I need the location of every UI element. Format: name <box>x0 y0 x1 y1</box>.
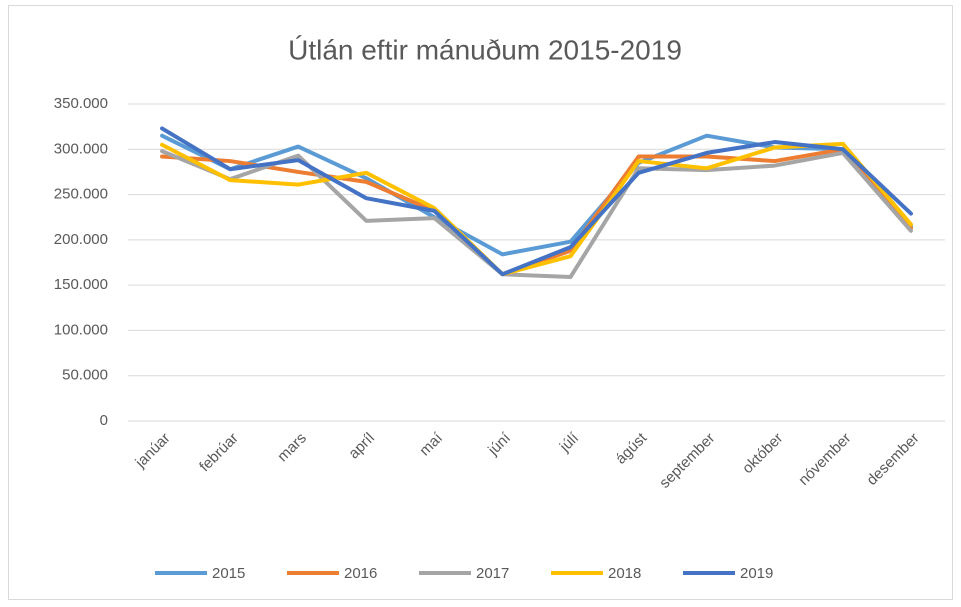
y-tick-label: 50.000 <box>62 367 108 384</box>
legend-label: 2017 <box>476 565 509 582</box>
series-line <box>160 126 913 277</box>
legend-label: 2018 <box>608 565 641 582</box>
series-line <box>160 141 913 277</box>
y-tick-label: 200.000 <box>54 231 108 248</box>
legend-label: 2019 <box>740 565 773 582</box>
chart-frame <box>8 5 953 600</box>
legend-label: 2016 <box>344 565 377 582</box>
y-tick-label: 250.000 <box>54 186 108 203</box>
y-tick-label: 350.000 <box>54 95 108 112</box>
y-tick-label: 150.000 <box>54 276 108 293</box>
chart-title: Útlán eftir mánuðum 2015-2019 <box>288 34 682 65</box>
y-tick-label: 0 <box>100 412 108 429</box>
y-tick-label: 300.000 <box>54 140 108 157</box>
series-line <box>160 149 913 279</box>
y-tick-label: 100.000 <box>54 321 108 338</box>
legend-label: 2015 <box>212 565 245 582</box>
